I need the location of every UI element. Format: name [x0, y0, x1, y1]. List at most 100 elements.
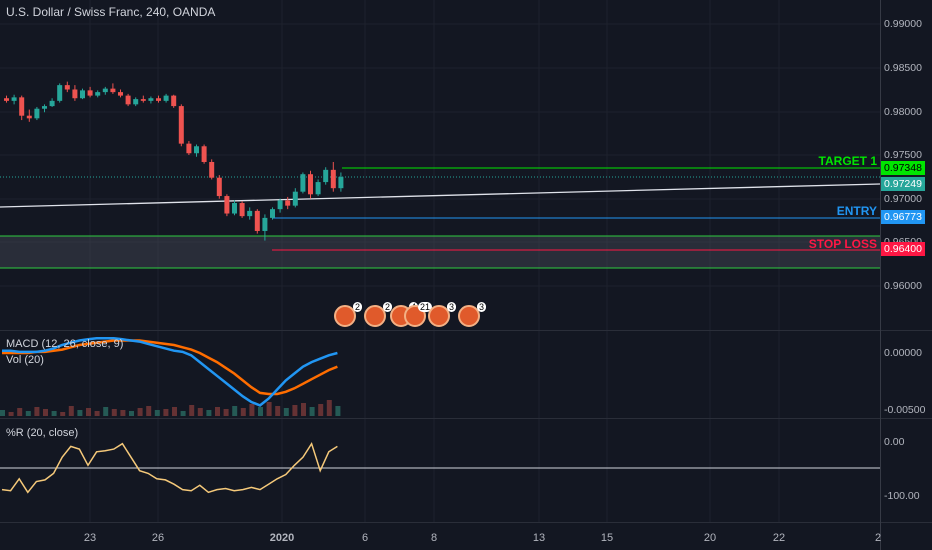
volume-bar	[240, 408, 246, 416]
macd-tick: -0.00500	[884, 404, 926, 416]
volume-bar	[266, 402, 272, 416]
volume-bar	[223, 409, 229, 416]
volume-bar	[292, 405, 298, 416]
time-tick: 22	[772, 532, 786, 544]
candle-body	[178, 106, 184, 144]
candle-body	[292, 191, 298, 206]
target-price-tag: 0.97348	[881, 161, 925, 175]
candle-body	[87, 90, 93, 96]
candle-body	[254, 210, 260, 231]
volume-bar	[283, 408, 289, 416]
candle-body	[64, 85, 70, 90]
volume-bar	[326, 400, 332, 416]
time-tick: 2	[874, 532, 882, 544]
volume-bar	[129, 411, 134, 416]
candle-body	[19, 97, 25, 116]
candle-body	[330, 169, 336, 189]
candle-body	[338, 176, 344, 189]
price-tick: 0.98500	[884, 62, 922, 74]
candle-body	[80, 90, 85, 99]
macd-tick: 0.00000	[884, 347, 922, 359]
candle-body	[57, 85, 63, 101]
price-tick: 0.99000	[884, 18, 922, 30]
candle-body	[163, 95, 169, 101]
price-tick: 0.97000	[884, 193, 922, 205]
candle-body	[285, 200, 291, 206]
current-price-tag: 0.97249	[881, 177, 925, 191]
wr-tick: 0.00	[884, 436, 905, 448]
volume-bar	[180, 411, 186, 416]
event-flag-icon[interactable]: 21	[404, 302, 432, 327]
candle-body	[110, 88, 116, 93]
event-flag-icon[interactable]: 2	[334, 302, 362, 327]
candle-body	[118, 92, 123, 96]
volume-bar	[34, 407, 40, 416]
candle-body	[125, 95, 131, 105]
candle-body	[4, 98, 9, 101]
chart-canvas[interactable]	[0, 0, 880, 550]
candle-body	[95, 92, 101, 96]
candle-body	[308, 174, 313, 195]
price-axis[interactable]: 0.99000 0.98500 0.98000 0.97500 0.97000 …	[880, 0, 932, 550]
candle-body	[315, 182, 321, 195]
volume-bar	[94, 411, 100, 416]
macd-line	[2, 336, 338, 407]
candle-body	[194, 146, 199, 154]
time-tick: 2020	[269, 532, 295, 544]
volume-bar	[77, 410, 83, 416]
candle-body	[49, 100, 55, 107]
volume-bar	[68, 406, 74, 416]
volume-bar	[301, 403, 306, 416]
candle-body	[26, 115, 32, 119]
volume-bar	[275, 406, 281, 416]
candle-body	[323, 169, 329, 183]
macd-label[interactable]: MACD (12, 26, close, 9)	[6, 338, 124, 350]
time-tick: 13	[532, 532, 546, 544]
vol-label[interactable]: Vol (20)	[6, 354, 44, 366]
volume-bar	[60, 412, 66, 416]
chart-title: U.S. Dollar / Swiss Franc, 240, OANDA	[6, 5, 216, 19]
wr-label[interactable]: %R (20, close)	[6, 427, 79, 439]
candle-body	[216, 177, 222, 197]
candle-body	[224, 196, 230, 214]
volume-bar	[25, 411, 31, 416]
time-tick: 6	[361, 532, 369, 544]
target-label: TARGET 1	[818, 154, 877, 168]
candle-body	[72, 89, 78, 99]
volume-bar	[206, 410, 212, 416]
candle-body	[201, 146, 207, 162]
candle-body	[140, 99, 146, 101]
candle-body	[102, 88, 108, 93]
candle-body	[262, 217, 268, 231]
volume-bar	[111, 409, 117, 416]
volume-bar	[0, 410, 5, 416]
stop-zone	[0, 236, 880, 268]
volume-bar	[154, 410, 160, 416]
volume-bar	[249, 404, 255, 416]
volume-bar	[318, 404, 324, 416]
candle-body	[270, 209, 275, 218]
volume-bar	[43, 409, 48, 416]
event-flag-icon[interactable]: 3	[458, 302, 486, 327]
candle-body	[11, 97, 17, 101]
time-tick: 20	[703, 532, 717, 544]
volume-bar	[215, 407, 220, 416]
volume-bar	[17, 408, 23, 416]
volume-bar	[8, 412, 14, 416]
volume-bar	[197, 408, 203, 416]
candle-body	[277, 200, 283, 210]
candle-body	[232, 203, 237, 214]
volume-bar	[51, 411, 57, 416]
stop-label: STOP LOSS	[808, 237, 877, 251]
volume-bar	[258, 407, 263, 416]
candle-body	[42, 106, 47, 109]
entry-label: ENTRY	[836, 204, 877, 218]
candle-body	[148, 98, 154, 101]
event-flag-icon[interactable]: 3	[428, 302, 456, 327]
entry-price-tag: 0.96773	[881, 210, 925, 224]
time-tick: 8	[430, 532, 438, 544]
time-tick: 26	[151, 532, 165, 544]
time-tick: 15	[600, 532, 614, 544]
volume-bar	[232, 406, 238, 416]
event-flag-icon[interactable]: 2	[364, 302, 392, 327]
